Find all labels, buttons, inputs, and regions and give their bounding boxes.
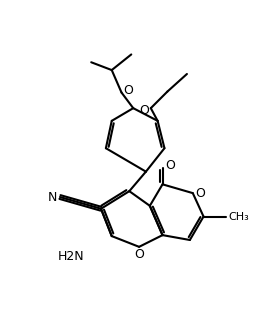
Text: O: O	[134, 248, 144, 261]
Text: H2N: H2N	[58, 250, 84, 263]
Text: CH₃: CH₃	[228, 212, 249, 222]
Text: N: N	[48, 191, 57, 203]
Text: O: O	[165, 159, 175, 172]
Text: O: O	[139, 104, 149, 117]
Text: O: O	[196, 187, 205, 200]
Text: O: O	[123, 84, 133, 97]
